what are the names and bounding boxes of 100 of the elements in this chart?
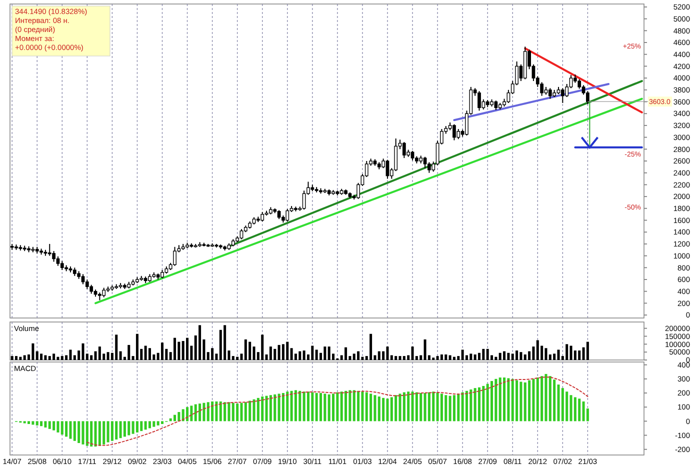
bar [357, 390, 360, 422]
bar [386, 398, 389, 422]
candlestick [302, 190, 306, 210]
bar [294, 390, 297, 422]
bar [536, 340, 539, 360]
bar [432, 392, 435, 422]
bar [174, 414, 176, 422]
bar [306, 392, 310, 422]
candlestick [548, 88, 552, 100]
bar [436, 392, 439, 422]
bar [424, 339, 426, 360]
bar [394, 356, 398, 360]
bar [386, 346, 389, 360]
bar [274, 348, 276, 360]
bar [119, 351, 122, 360]
bar [48, 356, 51, 360]
bar [52, 354, 56, 360]
bar [206, 352, 210, 360]
bar [498, 378, 502, 422]
bar [474, 388, 476, 422]
bar [94, 421, 97, 447]
bar [228, 402, 230, 422]
bar [448, 355, 452, 360]
bar [415, 392, 418, 422]
bar [252, 346, 256, 360]
bar [60, 421, 64, 435]
bar [36, 421, 38, 426]
bar [428, 392, 430, 422]
bar [156, 421, 160, 426]
bar [52, 421, 56, 430]
bar [198, 325, 202, 360]
bar [215, 401, 218, 422]
bar [136, 421, 138, 432]
bar [470, 354, 472, 360]
candlestick [85, 278, 89, 290]
bar [236, 404, 239, 422]
bar [128, 344, 130, 360]
candlestick [394, 138, 398, 172]
bar [507, 378, 510, 422]
bar [40, 421, 43, 426]
bar [470, 389, 472, 422]
bar [566, 392, 568, 422]
bar [36, 351, 38, 360]
bar [507, 352, 510, 360]
bar [240, 402, 243, 422]
bar [282, 393, 284, 422]
bar [511, 354, 514, 360]
bar [48, 421, 51, 429]
bar [548, 376, 552, 422]
bar [60, 356, 64, 360]
bar [436, 356, 439, 360]
bar [478, 352, 480, 360]
bar [540, 376, 544, 422]
bar [182, 341, 184, 360]
bar [90, 421, 93, 447]
bar [244, 339, 247, 360]
bar [528, 380, 531, 422]
bar [536, 378, 539, 422]
bar [348, 390, 352, 422]
bar [206, 402, 210, 422]
bar [86, 421, 88, 446]
bar [561, 388, 564, 422]
bar [424, 393, 426, 422]
bar [278, 344, 280, 360]
bar [465, 390, 468, 422]
bar [407, 392, 410, 422]
bar [394, 395, 398, 422]
candlestick [586, 90, 590, 105]
bar [44, 355, 47, 360]
bar [490, 381, 494, 422]
bar [378, 351, 380, 360]
bar [178, 342, 180, 360]
bar [115, 421, 118, 440]
bar [474, 354, 476, 360]
bar [160, 342, 164, 360]
bar [152, 421, 156, 427]
bar [90, 355, 93, 360]
bar [10, 356, 14, 360]
bar [186, 407, 189, 422]
bar [19, 356, 22, 360]
bar [452, 395, 456, 422]
bar [461, 392, 464, 422]
candlestick [540, 82, 544, 96]
bar [578, 350, 581, 360]
bar [32, 421, 34, 425]
candlestick [578, 78, 582, 90]
bar [311, 392, 314, 422]
bar [344, 347, 348, 360]
bar [398, 394, 402, 422]
bar [244, 402, 247, 422]
bar [23, 355, 26, 360]
bar [182, 409, 184, 422]
bar [232, 402, 234, 422]
bar [69, 421, 72, 439]
candlestick [560, 88, 564, 104]
bar [198, 404, 202, 422]
candlestick [428, 162, 431, 174]
bar [357, 351, 360, 360]
bar [248, 400, 252, 422]
bar [482, 386, 485, 422]
